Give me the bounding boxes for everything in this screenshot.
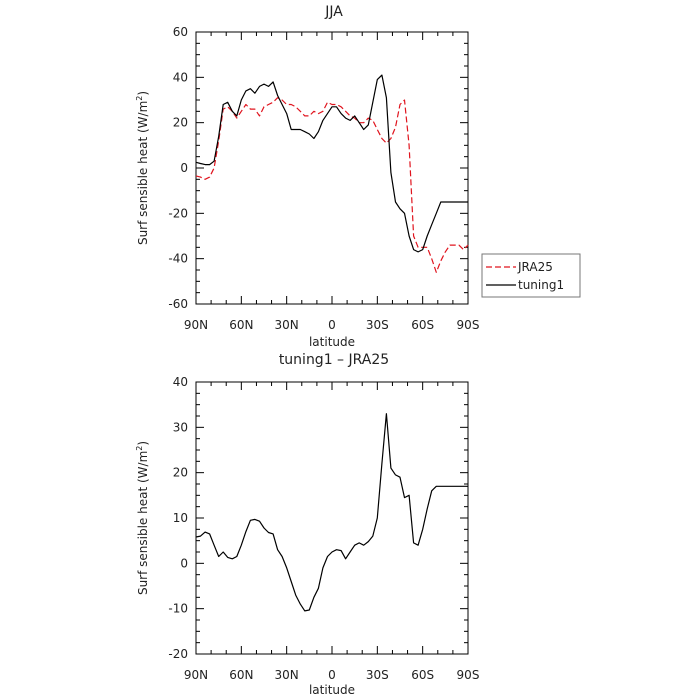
bottom-x-tick-labels: 90N 60N 30N 0 30S 60S 90S [184, 668, 480, 682]
y-tick-label: -20 [168, 206, 188, 220]
top-plot-frame [195, 31, 469, 305]
top-series [195, 74, 469, 273]
bottom-panel-title: tuning1 – JRA25 [279, 352, 389, 368]
x-tick-label: 90N [184, 318, 208, 332]
x-tick-label: 30S [366, 668, 389, 682]
top-x-axis-title: latitude [309, 335, 355, 349]
x-tick-label: 30N [275, 668, 299, 682]
x-tick-label: 0 [328, 318, 336, 332]
bottom-y-axis-title-sup: 2 [135, 446, 144, 451]
top-ticks [195, 31, 469, 305]
legend-label-tuning1: tuning1 [518, 278, 564, 292]
x-tick-label: 30N [275, 318, 299, 332]
legend-box [481, 253, 581, 298]
y-tick-label: 0 [180, 556, 188, 570]
bottom-ticks [195, 381, 469, 655]
y-tick-label: -10 [168, 602, 188, 616]
bottom-x-axis-title: latitude [309, 683, 355, 697]
bottom-y-tick-labels: -20 -10 0 10 20 30 40 [168, 375, 188, 661]
y-tick-label: 60 [173, 25, 188, 39]
top-panel-title: JJA [324, 4, 343, 20]
y-tick-label: -40 [168, 252, 188, 266]
top-y-tick-labels: -60 -40 -20 0 20 40 60 [168, 25, 188, 311]
y-tick-label: 30 [173, 420, 188, 434]
top-y-axis-title: Surf sensible heat (W/m2) [135, 91, 150, 245]
top-y-axis-title-main: Surf sensible heat (W/m [136, 101, 150, 245]
x-tick-label: 60S [411, 668, 434, 682]
x-tick-label: 0 [328, 668, 336, 682]
top-y-axis-title-sup: 2 [135, 96, 144, 101]
y-tick-label: 20 [173, 116, 188, 130]
y-tick-label: 10 [173, 511, 188, 525]
legend: JRA25 tuning1 [481, 253, 581, 298]
series-line-jra25 [195, 97, 469, 273]
bottom-y-axis-title-close: ) [136, 441, 150, 446]
top-panel: JJA -60 -40 -20 0 20 40 60 90N 60N 30N 0 30S 60S 90S… [135, 4, 581, 349]
bottom-plot-frame [195, 381, 469, 655]
x-tick-label: 90S [457, 318, 480, 332]
x-tick-label: 60N [229, 318, 253, 332]
top-y-axis-title-close: ) [136, 91, 150, 96]
series-line-tuning1 [195, 74, 468, 253]
series-line-diff-0 [195, 413, 468, 612]
bottom-series [195, 413, 468, 612]
y-tick-label: -60 [168, 297, 188, 311]
y-tick-label: -20 [168, 647, 188, 661]
x-tick-label: 90S [457, 668, 480, 682]
bottom-y-axis-title: Surf sensible heat (W/m2) [135, 441, 150, 595]
x-tick-label: 60N [229, 668, 253, 682]
x-tick-label: 90N [184, 668, 208, 682]
x-tick-label: 60S [411, 318, 434, 332]
y-tick-label: 20 [173, 466, 188, 480]
y-tick-label: 0 [180, 161, 188, 175]
y-tick-label: 40 [173, 70, 188, 84]
x-tick-label: 30S [366, 318, 389, 332]
top-x-tick-labels: 90N 60N 30N 0 30S 60S 90S [184, 318, 480, 332]
bottom-y-axis-title-main: Surf sensible heat (W/m [136, 451, 150, 595]
legend-label-jra25: JRA25 [517, 260, 553, 274]
y-tick-label: 40 [173, 375, 188, 389]
